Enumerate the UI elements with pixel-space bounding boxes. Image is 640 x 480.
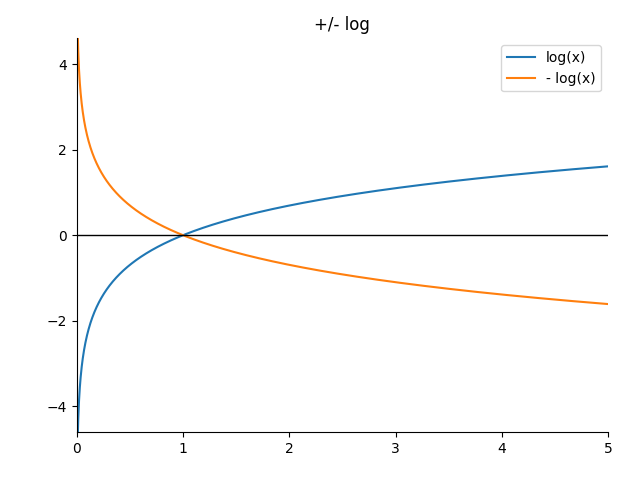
- log(x) <box>589 300 596 306</box>
- log(x) <box>492 291 499 297</box>
Line: - log(x): - log(x) <box>77 0 608 304</box>
- log(x) <box>589 300 596 306</box>
Legend: log(x), - log(x): log(x), - log(x) <box>501 45 601 91</box>
Line: log(x): log(x) <box>77 167 608 480</box>
- log(x) <box>604 301 612 307</box>
log(x) <box>589 165 596 170</box>
log(x) <box>317 197 325 203</box>
log(x) <box>100 290 108 296</box>
log(x) <box>589 165 596 170</box>
log(x) <box>604 164 612 169</box>
log(x) <box>332 194 339 200</box>
- log(x) <box>332 270 339 276</box>
- log(x) <box>317 268 325 274</box>
log(x) <box>492 174 499 180</box>
Title: +/- log: +/- log <box>314 16 371 34</box>
- log(x) <box>100 174 108 180</box>
